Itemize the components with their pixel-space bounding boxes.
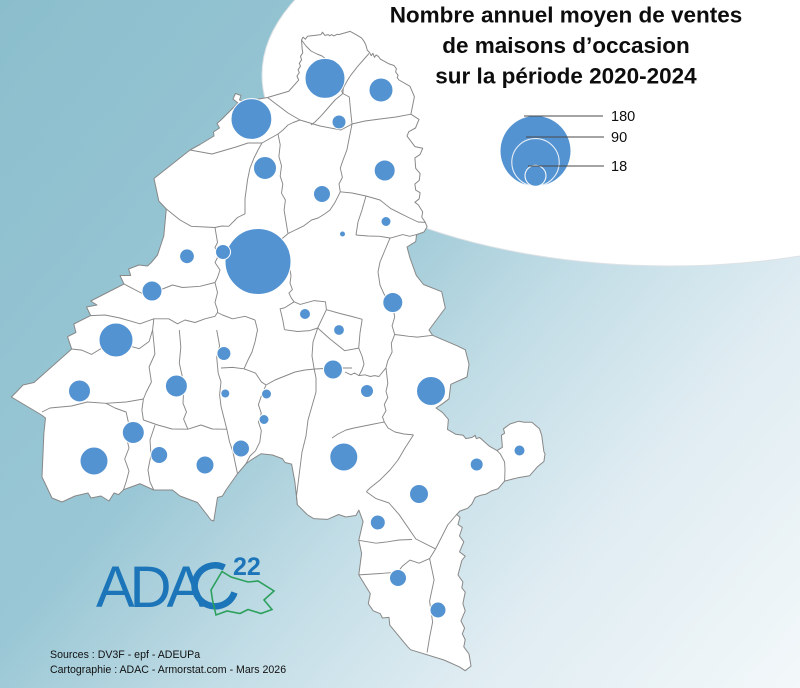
svg-text:90: 90: [611, 130, 627, 146]
svg-text:sur la période 2020-2024: sur la période 2020-2024: [435, 64, 697, 89]
svg-text:18: 18: [611, 159, 627, 175]
svg-text:180: 180: [611, 109, 635, 125]
svg-text:Cartographie : ADAC - Armorsta: Cartographie : ADAC - Armorstat.com - Ma…: [50, 664, 286, 676]
svg-text:de maisons d’occasion: de maisons d’occasion: [442, 33, 690, 58]
svg-text:22: 22: [233, 553, 261, 581]
svg-text:Sources : DV3F - epf - ADEUPa: Sources : DV3F - epf - ADEUPa: [50, 649, 200, 661]
svg-text:ADA: ADA: [96, 555, 206, 620]
svg-text:Nombre annuel moyen de ventes: Nombre annuel moyen de ventes: [390, 3, 743, 28]
